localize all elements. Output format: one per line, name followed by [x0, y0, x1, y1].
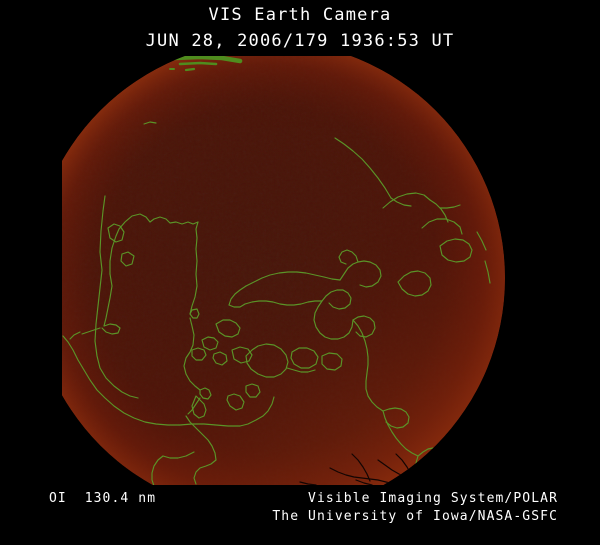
affiliation-label: The University of Iowa/NASA-GSFC — [272, 509, 558, 524]
wavelength-label: OI 130.4 nm — [49, 491, 157, 506]
timestamp-label: JUN 28, 2006/179 1936:53 UT — [145, 31, 455, 51]
earth-disk-image — [62, 56, 505, 485]
coastline-overlay — [62, 121, 491, 485]
page-title: VIS Earth Camera — [208, 5, 392, 25]
instrument-label: Visible Imaging System/POLAR — [308, 491, 558, 506]
earth-disk-viewport — [0, 56, 600, 486]
